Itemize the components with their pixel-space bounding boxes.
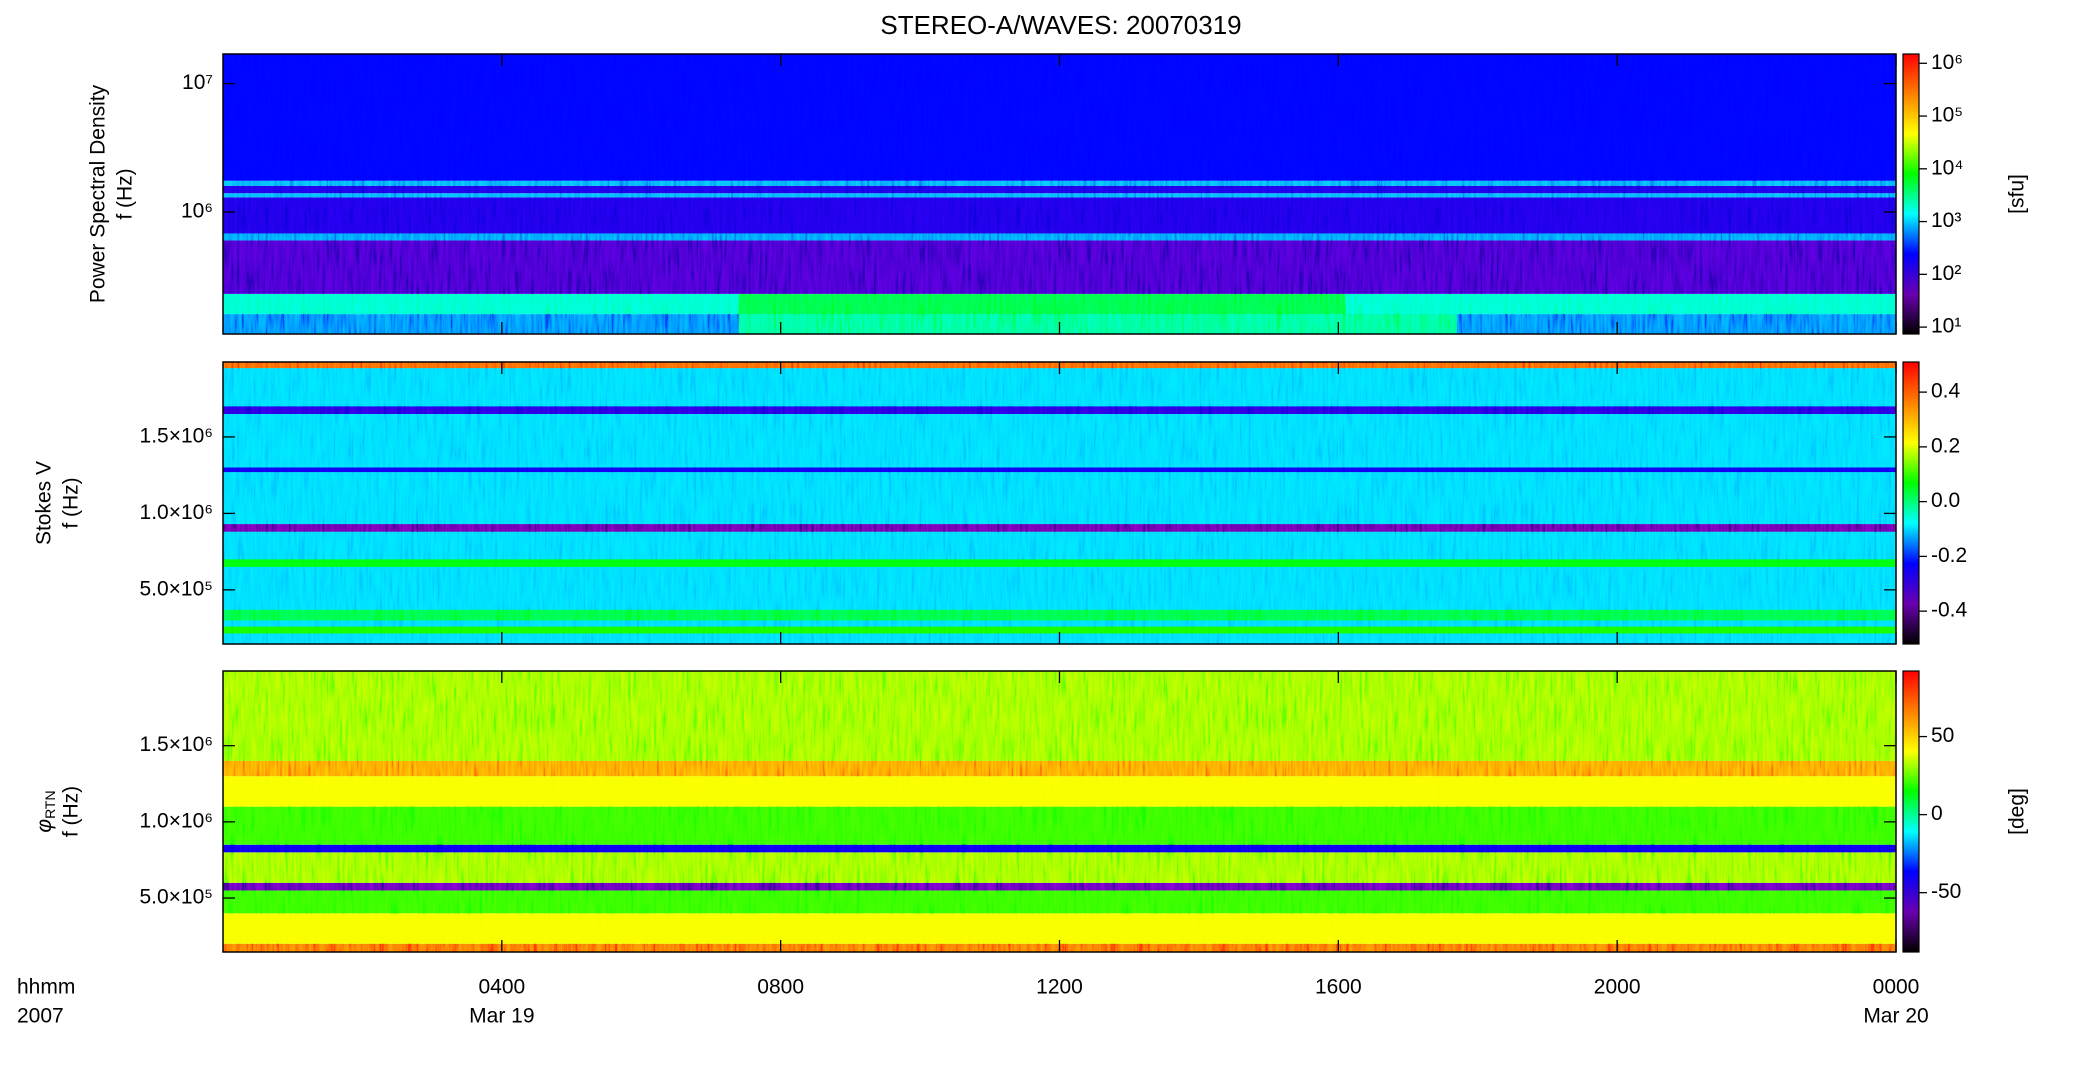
- colorbar-label: [deg]: [2006, 788, 2029, 835]
- y-tick-label: 10⁷: [182, 71, 213, 94]
- y-axis-label: f (Hz): [60, 477, 83, 528]
- colorbar-tick-label: -0.2: [1931, 544, 1967, 567]
- x-tick-label: 0800: [757, 976, 804, 999]
- colorbar-label: [sfu]: [2006, 174, 2029, 214]
- y-axis-label: f (Hz): [114, 168, 137, 219]
- colorbar-tick-label: 0: [1931, 802, 1943, 825]
- colorbar: [1902, 670, 1920, 953]
- colorbar-tick-label: 10⁴: [1931, 156, 1963, 179]
- texture: [223, 671, 1896, 952]
- y-tick-label: 1.5×10⁶: [140, 733, 213, 756]
- y-tick-label: 1.5×10⁶: [140, 424, 213, 447]
- colorbar-tick-label: 0.4: [1931, 380, 1961, 403]
- colorbar-tick-label: 0.0: [1931, 489, 1960, 512]
- y-tick-label: 5.0×10⁵: [139, 886, 213, 909]
- colorbar-tick-label: 10¹: [1931, 315, 1961, 338]
- spectrogram: [223, 671, 1896, 952]
- colorbar-tick-label: -50: [1931, 880, 1961, 903]
- x-tick-label: 2000: [1594, 976, 1641, 999]
- x-axis-label: hhmm: [17, 976, 75, 999]
- colorbar-tick-label: 10³: [1931, 209, 1961, 232]
- chart-title: STEREO-A/WAVES: 20070319: [880, 10, 1241, 40]
- y-tick-label: 5.0×10⁵: [139, 577, 213, 600]
- y-axis-label: f (Hz): [60, 786, 83, 837]
- y-axis-subscript: RTN: [42, 790, 58, 819]
- y-axis-label: Power Spectral Density: [87, 84, 110, 303]
- x-tick-label: 1600: [1315, 976, 1362, 999]
- y-axis-label: Stokes V: [33, 461, 56, 545]
- y-tick-label: 10⁶: [181, 199, 213, 222]
- colorbar: [1902, 361, 1920, 645]
- texture: [223, 362, 1896, 644]
- x-axis-label: 2007: [17, 1005, 64, 1028]
- colorbar-tick-label: 0.2: [1931, 434, 1960, 457]
- date-label: Mar 19: [469, 1005, 534, 1028]
- spectrogram: [223, 54, 1896, 334]
- date-label: Mar 20: [1863, 1005, 1928, 1028]
- colorbar: [1902, 53, 1920, 335]
- y-axis-symbol: φ: [33, 819, 56, 833]
- x-tick-label: 1200: [1036, 976, 1083, 999]
- x-tick-label: 0400: [478, 976, 525, 999]
- colorbar-tick-label: 50: [1931, 724, 1954, 747]
- spectrogram: [223, 362, 1896, 644]
- y-tick-label: 1.0×10⁶: [140, 809, 213, 832]
- colorbar-tick-label: 10⁶: [1931, 51, 1963, 74]
- y-tick-label: 1.0×10⁶: [140, 501, 213, 524]
- x-tick-label: 0000: [1873, 976, 1920, 999]
- colorbar-tick-label: -0.4: [1931, 599, 1968, 622]
- colorbar-tick-label: 10⁵: [1931, 104, 1963, 127]
- texture: [223, 54, 1896, 334]
- y-axis-label: φRTN: [33, 790, 58, 832]
- colorbar-tick-label: 10²: [1931, 262, 1961, 285]
